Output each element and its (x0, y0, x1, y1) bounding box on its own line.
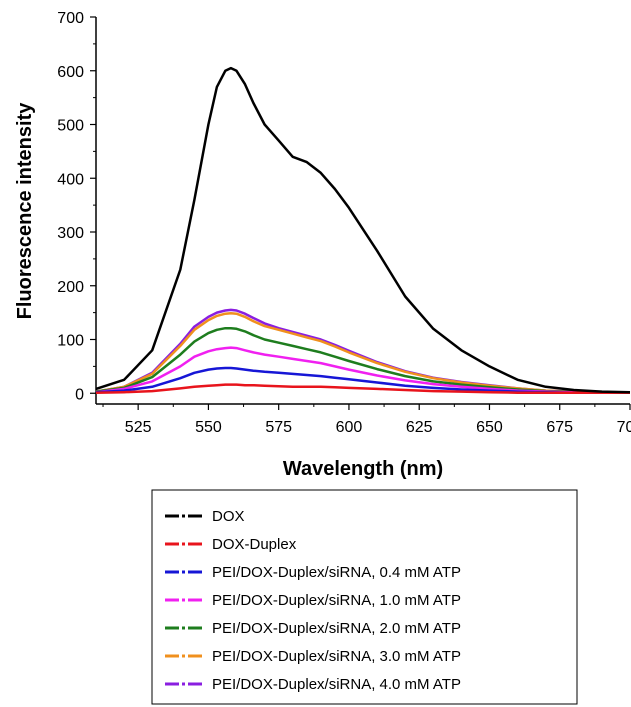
y-axis: 0 100 200 300 400 500 600 700 (57, 10, 96, 403)
y-tick-label: 700 (57, 10, 84, 27)
legend-label: DOX-Duplex (212, 536, 297, 553)
y-axis-title: Fluorescence intensity (14, 102, 36, 320)
legend-items: DOX DOX-Duplex PEI/DOX-Duplex/siRNA, 0.4 m… (165, 508, 461, 693)
legend-box (151, 489, 578, 705)
x-tick-label: 625 (406, 419, 433, 436)
y-tick-label: 200 (57, 279, 84, 296)
legend-item: PEI/DOX-Duplex/siRNA, 2.0 mM ATP (165, 620, 461, 637)
series-line (95, 346, 630, 394)
series-line (95, 383, 630, 394)
series-lines (95, 66, 631, 394)
series-line (95, 366, 630, 394)
y-tick-label: 0 (75, 386, 84, 403)
x-axis-title: Wavelength (nm) (283, 458, 443, 480)
legend-item: PEI/DOX-Duplex/siRNA, 0.4 mM ATP (165, 564, 461, 581)
y-tick-label: 400 (57, 171, 84, 188)
y-tick-label: 100 (57, 333, 84, 350)
x-axis: 525 550 575 600 625 650 675 700 (102, 404, 631, 436)
legend: DOX DOX-Duplex PEI/DOX-Duplex/siRNA, 0.4 m… (151, 489, 578, 705)
x-tick-label: 575 (265, 419, 292, 436)
x-tick-label: 675 (546, 419, 573, 436)
x-tick-label: 525 (125, 419, 152, 436)
legend-label: PEI/DOX-Duplex/siRNA, 2.0 mM ATP (212, 620, 461, 637)
legend-label: PEI/DOX-Duplex/siRNA, 0.4 mM ATP (212, 564, 461, 581)
series-line (95, 326, 631, 394)
y-tick-label: 600 (57, 64, 84, 81)
x-tick-label: 600 (336, 419, 363, 436)
y-tick-label: 500 (57, 118, 84, 135)
x-tick-label: 550 (195, 419, 222, 436)
legend-item: PEI/DOX-Duplex/siRNA, 1.0 mM ATP (165, 592, 461, 609)
legend-label: PEI/DOX-Duplex/siRNA, 3.0 mM ATP (212, 648, 461, 665)
legend-label: PEI/DOX-Duplex/siRNA, 1.0 mM ATP (212, 592, 461, 609)
x-tick-label: 700 (617, 419, 631, 436)
legend-item: DOX (165, 508, 245, 525)
y-tick-label: 300 (57, 225, 84, 242)
legend-item: PEI/DOX-Duplex/siRNA, 3.0 mM ATP (165, 648, 461, 665)
legend-item: PEI/DOX-Duplex/siRNA, 4.0 mM ATP (165, 676, 461, 693)
series-line (95, 66, 631, 394)
series-line (95, 311, 631, 394)
x-tick-label: 650 (476, 419, 503, 436)
legend-label: DOX (212, 508, 245, 525)
legend-label: PEI/DOX-Duplex/siRNA, 4.0 mM ATP (212, 676, 461, 693)
plot-area (95, 17, 630, 405)
legend-item: DOX-Duplex (165, 536, 297, 553)
